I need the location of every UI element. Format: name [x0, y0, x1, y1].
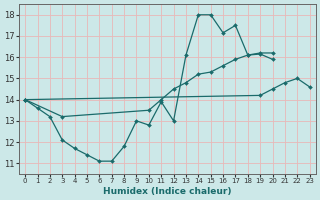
X-axis label: Humidex (Indice chaleur): Humidex (Indice chaleur)	[103, 187, 232, 196]
